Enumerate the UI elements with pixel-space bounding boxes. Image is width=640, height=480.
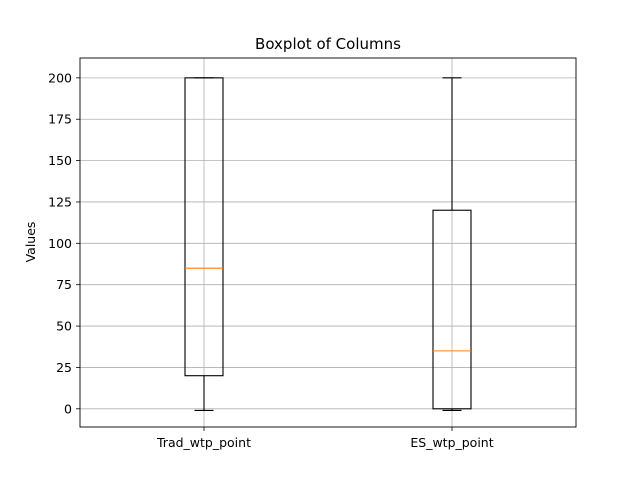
axes: 0 25 50 75 100 125 150 175 200 Trad_wtp_point ES_w… [48, 57, 577, 450]
y-tick-label: 200 [48, 70, 72, 85]
y-tick-label: 125 [48, 194, 72, 209]
y-axis-title: Values [23, 222, 38, 263]
x-tick-label: Trad_wtp_point [156, 435, 251, 450]
y-tick-label: 150 [48, 153, 72, 168]
chart-title: Boxplot of Columns [255, 35, 401, 53]
box-ES_wtp_point [432, 77, 472, 412]
gridlines [80, 58, 576, 427]
box-Trad_wtp_point [184, 77, 224, 412]
y-tick-label: 25 [56, 360, 72, 375]
plot-frame [79, 57, 577, 428]
iqr-box [432, 209, 472, 410]
y-tick-label: 100 [48, 236, 72, 251]
y-tick-label: 175 [48, 112, 72, 127]
y-tick-label: 75 [56, 277, 72, 292]
x-tick-label: ES_wtp_point [410, 435, 493, 450]
plot-area [184, 77, 472, 412]
iqr-box [184, 77, 224, 377]
y-tick-label: 0 [64, 401, 72, 416]
y-tick-label: 50 [56, 319, 72, 334]
